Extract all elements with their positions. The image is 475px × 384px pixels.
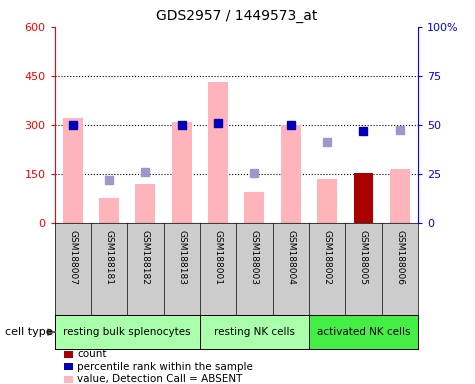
Bar	[172, 121, 192, 223]
Text: count: count	[77, 349, 107, 359]
Text: GSM188005: GSM188005	[359, 230, 368, 285]
Bar	[208, 83, 228, 223]
Text: resting NK cells: resting NK cells	[214, 327, 295, 337]
Bar	[135, 184, 155, 223]
Text: GSM188004: GSM188004	[286, 230, 295, 285]
Bar	[317, 179, 337, 223]
Text: GSM188002: GSM188002	[323, 230, 332, 285]
Bar	[245, 192, 265, 223]
Bar	[281, 125, 301, 223]
Bar	[200, 315, 309, 349]
Bar	[63, 118, 83, 223]
Text: GSM188003: GSM188003	[250, 230, 259, 285]
Text: GSM188007: GSM188007	[68, 230, 77, 285]
Bar	[99, 198, 119, 223]
Text: percentile rank within the sample: percentile rank within the sample	[77, 362, 253, 372]
Bar	[55, 315, 200, 349]
Text: activated NK cells: activated NK cells	[317, 327, 410, 337]
Bar	[353, 173, 373, 223]
Text: GSM188183: GSM188183	[177, 230, 186, 285]
Text: cell type: cell type	[5, 327, 52, 337]
Text: GSM188182: GSM188182	[141, 230, 150, 285]
Text: GSM188006: GSM188006	[395, 230, 404, 285]
Bar	[309, 315, 418, 349]
Text: GSM188181: GSM188181	[104, 230, 114, 285]
Text: resting bulk splenocytes: resting bulk splenocytes	[64, 327, 191, 337]
Bar	[390, 169, 410, 223]
Text: value, Detection Call = ABSENT: value, Detection Call = ABSENT	[77, 374, 243, 384]
Text: GSM188001: GSM188001	[214, 230, 223, 285]
Title: GDS2957 / 1449573_at: GDS2957 / 1449573_at	[156, 9, 317, 23]
